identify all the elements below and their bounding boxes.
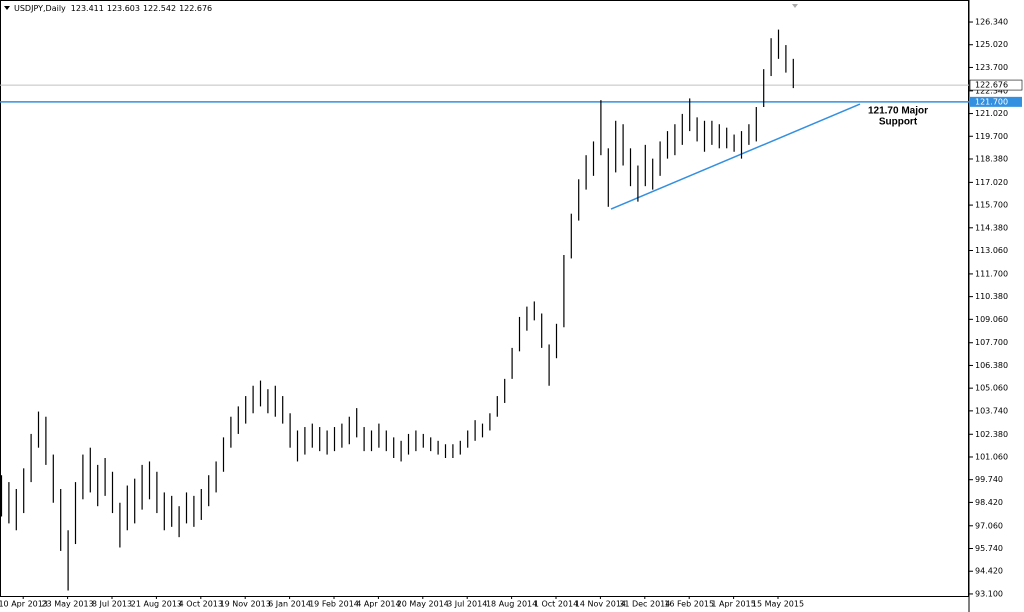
x-tick-label: 4 Oct 2013	[179, 600, 223, 609]
x-tick-label: 21 Aug 2013	[131, 600, 182, 609]
y-tick-label: 119.700	[975, 132, 1008, 141]
y-tick-label: 117.020	[975, 178, 1008, 187]
y-tick-label: 102.380	[975, 430, 1008, 439]
high: 123.603	[107, 4, 140, 13]
x-tick-label: 15 May 2015	[752, 600, 804, 609]
x-tick-label: 6 Jan 2014	[268, 600, 311, 609]
y-tick-label: 106.380	[975, 361, 1008, 370]
y-tick-label: 122.340	[975, 86, 1008, 95]
annotation: 121.70 Major	[868, 106, 928, 117]
x-tick-label: 20 May 2014	[397, 600, 449, 609]
low: 122.542	[143, 4, 176, 13]
y-tick-label: 121.020	[975, 109, 1008, 118]
x-tick-label: 1 Apr 2015	[711, 600, 755, 609]
x-tick-label: 3 Jul 2014	[447, 600, 487, 609]
y-tick-label: 126.340	[975, 18, 1008, 27]
chart-header: USDJPY,Daily 123.411 123.603 122.542 122.676	[14, 4, 212, 13]
current-price-box	[969, 79, 1023, 91]
y-tick-label: 99.740	[975, 475, 1003, 484]
y-tick-label: 115.700	[975, 201, 1008, 210]
symbol: USDJPY,Daily	[14, 4, 66, 13]
y-tick-label: 98.420	[975, 498, 1003, 507]
current-price-label: 122.676	[975, 81, 1008, 90]
close: 122.676	[179, 4, 212, 13]
y-tick-label: 125.020	[975, 40, 1008, 49]
trendline	[610, 103, 861, 210]
y-tick-label: 101.060	[975, 452, 1008, 461]
y-tick-label: 95.740	[975, 544, 1003, 553]
y-tick-label: 109.060	[975, 315, 1008, 324]
x-tick-label: 8 Jul 2013	[92, 600, 132, 609]
x-tick-label: 19 Nov 2013	[220, 600, 271, 609]
x-tick-label: 31 Dec 2014	[619, 600, 670, 609]
open: 123.411	[71, 4, 104, 13]
y-tick-label: 110.380	[975, 292, 1008, 301]
y-tick-label: 107.700	[975, 338, 1008, 347]
y-tick-label: 114.380	[975, 223, 1008, 232]
x-tick-label: 23 May 2013	[42, 600, 94, 609]
plot-frame	[0, 0, 969, 597]
y-tick-label: 118.380	[975, 154, 1008, 163]
y-tick-label: 123.700	[975, 63, 1008, 72]
x-tick-label: 1 Oct 2014	[534, 600, 578, 609]
support-price-box	[970, 96, 1022, 107]
y-tick-label: 97.060	[975, 521, 1003, 530]
x-tick-label: 18 Aug 2014	[486, 600, 537, 609]
y-tick-label: 113.060	[975, 246, 1008, 255]
y-tick-label: 111.700	[975, 269, 1008, 278]
menu-arrow[interactable]	[4, 6, 10, 10]
annotation: Support	[879, 117, 918, 128]
x-tick-label: 19 Feb 2014	[309, 600, 359, 609]
y-tick-label: 94.420	[975, 567, 1003, 576]
x-tick-label: 14 Nov 2014	[575, 600, 626, 609]
x-tick-label: 4 Apr 2014	[356, 600, 400, 609]
y-tick-label: 93.100	[975, 589, 1003, 598]
x-tick-label: 10 Apr 2013	[0, 600, 48, 609]
support-price-label: 121.700	[975, 97, 1008, 106]
shift-marker	[792, 4, 798, 8]
x-tick-label: 16 Feb 2015	[664, 600, 714, 609]
y-tick-label: 103.740	[975, 406, 1008, 415]
y-tick-label: 105.060	[975, 384, 1008, 393]
